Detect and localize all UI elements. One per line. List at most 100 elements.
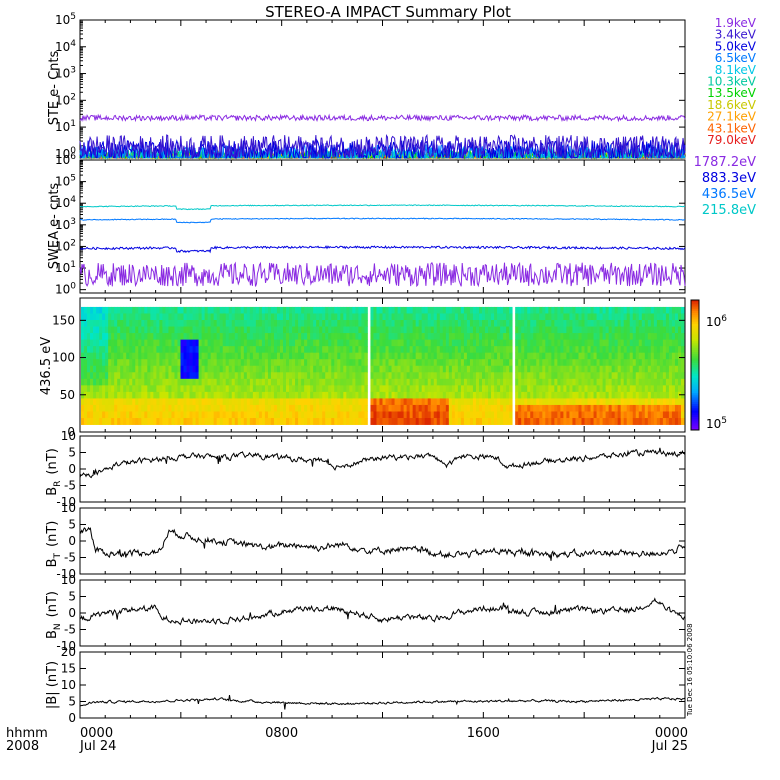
heatmap-cell	[656, 339, 661, 347]
heatmap-cell	[123, 418, 127, 425]
heatmap-cell	[599, 306, 603, 314]
heatmap-cell	[433, 411, 438, 419]
heatmap-cell	[270, 411, 275, 419]
heatmap-cell	[536, 378, 540, 386]
heatmap-cell	[463, 352, 468, 360]
heatmap-cell	[117, 378, 121, 386]
heatmap-cell	[334, 326, 338, 334]
heatmap-cell	[370, 320, 374, 327]
heatmap-cell	[96, 391, 100, 399]
heatmap-cell	[234, 352, 239, 360]
heatmap-cell	[457, 378, 462, 386]
heatmap-cell	[316, 411, 320, 419]
heatmap-cell	[204, 320, 209, 327]
heatmap-cell	[276, 326, 281, 334]
heatmap-cell	[361, 418, 365, 425]
heatmap-cell	[376, 398, 380, 406]
heatmap-cell	[156, 365, 160, 373]
heatmap-cell	[189, 398, 193, 406]
heatmap-cell	[171, 326, 175, 334]
heatmap-cell	[409, 333, 414, 340]
heatmap-cell	[228, 359, 233, 367]
heatmap-cell	[605, 372, 610, 380]
heatmap-cell	[494, 339, 498, 347]
heatmap-cell	[530, 320, 534, 327]
heatmap-cell	[587, 333, 591, 340]
heatmap-cell	[231, 339, 236, 347]
heatmap-cell	[249, 320, 254, 327]
heatmap-cell	[536, 411, 540, 419]
heatmap-cell	[424, 418, 429, 425]
heatmap-cell	[261, 372, 266, 380]
heatmap-cell	[198, 333, 203, 340]
heatmap-cell	[572, 411, 576, 419]
heatmap-cell	[310, 306, 314, 314]
heatmap-cell	[150, 320, 154, 327]
heatmap-cell	[99, 391, 103, 399]
heatmap-cell	[611, 391, 616, 399]
heatmap-cell	[548, 346, 552, 354]
heatmap-cell	[313, 339, 317, 347]
heatmap-cell	[671, 411, 676, 419]
heatmap-cell	[469, 346, 474, 354]
heatmap-cell	[141, 346, 145, 354]
heatmap-cell	[584, 365, 588, 373]
heatmap-cell	[442, 398, 447, 406]
heatmap-cell	[566, 398, 570, 406]
heatmap-cell	[542, 411, 546, 419]
heatmap-cell	[207, 313, 212, 321]
heatmap-cell	[433, 404, 438, 412]
heatmap-cell	[186, 352, 190, 360]
heatmap-cell	[141, 326, 145, 334]
heatmap-cell	[563, 418, 567, 425]
heatmap-cell	[279, 365, 284, 373]
heatmap-cell	[264, 411, 269, 419]
heatmap-cell	[503, 411, 507, 419]
heatmap-cell	[620, 391, 625, 399]
heatmap-cell	[144, 411, 148, 419]
heatmap-cell	[276, 378, 281, 386]
heatmap-cell	[108, 333, 112, 340]
heatmap-cell	[560, 365, 564, 373]
heatmap-cell	[105, 346, 109, 354]
heatmap-cell	[352, 359, 356, 367]
heatmap-cell	[497, 385, 501, 393]
heatmap-cell	[518, 326, 522, 334]
heatmap-cell	[219, 320, 224, 327]
heatmap-cell	[222, 333, 227, 340]
heatmap-cell	[629, 313, 634, 321]
heatmap-cell	[539, 398, 543, 406]
heatmap-cell	[424, 372, 429, 380]
heatmap-cell	[445, 333, 450, 340]
heatmap-cell	[141, 306, 145, 314]
heatmap-cell	[355, 339, 359, 347]
heatmap-cell	[518, 391, 522, 399]
heatmap-cell	[117, 359, 121, 367]
heatmap-cell	[608, 359, 613, 367]
heatmap-cell	[298, 359, 302, 367]
heatmap-cell	[123, 352, 127, 360]
heatmap-cell	[310, 313, 314, 321]
heatmap-cell	[255, 365, 260, 373]
heatmap-cell	[500, 313, 504, 321]
heatmap-cell	[605, 365, 610, 373]
heatmap-cell	[494, 418, 498, 425]
heatmap-cell	[316, 346, 320, 354]
heatmap-cell	[406, 372, 411, 380]
heatmap-cell	[478, 372, 483, 380]
heatmap-cell	[469, 339, 474, 347]
heatmap-cell	[491, 378, 495, 386]
heatmap-cell	[539, 352, 543, 360]
heatmap-cell	[623, 365, 628, 373]
heatmap-cell	[617, 306, 622, 314]
heatmap-cell	[563, 391, 567, 399]
heatmap-cell	[117, 306, 121, 314]
heatmap-cell	[159, 333, 163, 340]
heatmap-cell	[626, 378, 631, 386]
heatmap-cell	[635, 391, 640, 399]
heatmap-cell	[249, 352, 254, 360]
heatmap-cell	[424, 411, 429, 419]
heatmap-cell	[138, 398, 142, 406]
heatmap-cell	[240, 320, 245, 327]
